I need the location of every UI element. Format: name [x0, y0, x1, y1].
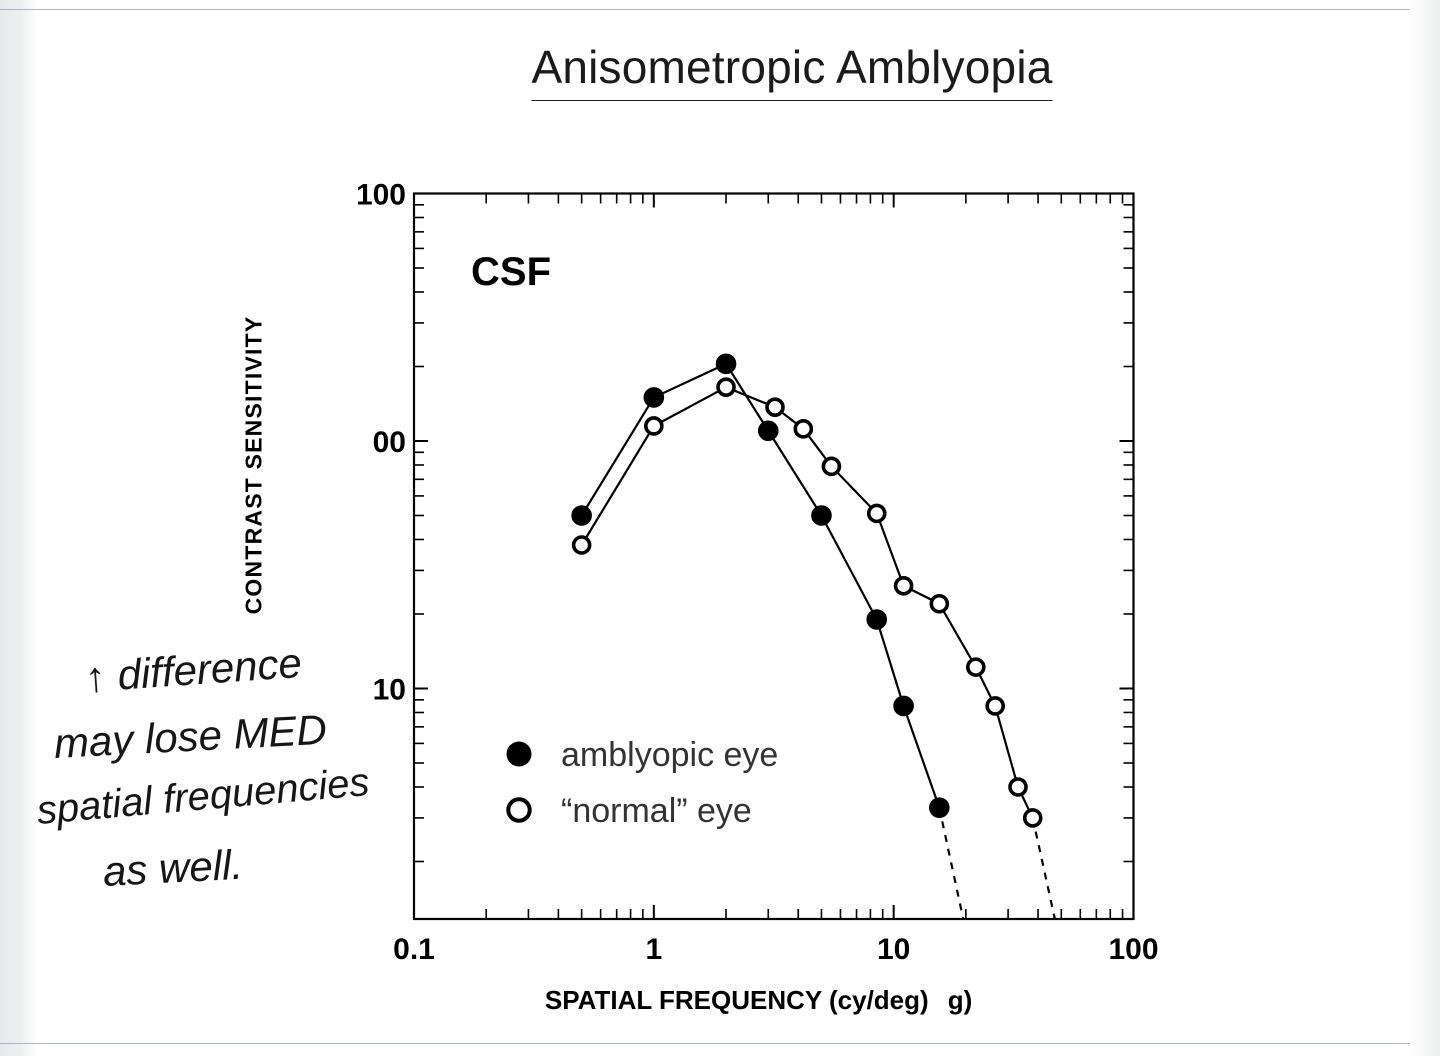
svg-text:amblyopic eye: amblyopic eye — [561, 736, 778, 774]
svg-text:00: 00 — [373, 426, 406, 459]
svg-text:1: 1 — [645, 933, 662, 966]
svg-text:CONTRAST SENSITIVITY: CONTRAST SENSITIVITY — [241, 316, 267, 615]
svg-text:g): g) — [948, 985, 973, 1015]
svg-text:100: 100 — [1108, 933, 1158, 966]
svg-text:“normal” eye: “normal” eye — [561, 792, 752, 830]
svg-text:10: 10 — [877, 933, 910, 966]
svg-text:10: 10 — [373, 674, 406, 707]
svg-text:100: 100 — [356, 179, 406, 212]
svg-text:CSF: CSF — [471, 250, 551, 294]
svg-text:SPATIAL FREQUENCY (cy/deg): SPATIAL FREQUENCY (cy/deg) — [545, 985, 929, 1015]
svg-text:0.1: 0.1 — [393, 933, 435, 966]
